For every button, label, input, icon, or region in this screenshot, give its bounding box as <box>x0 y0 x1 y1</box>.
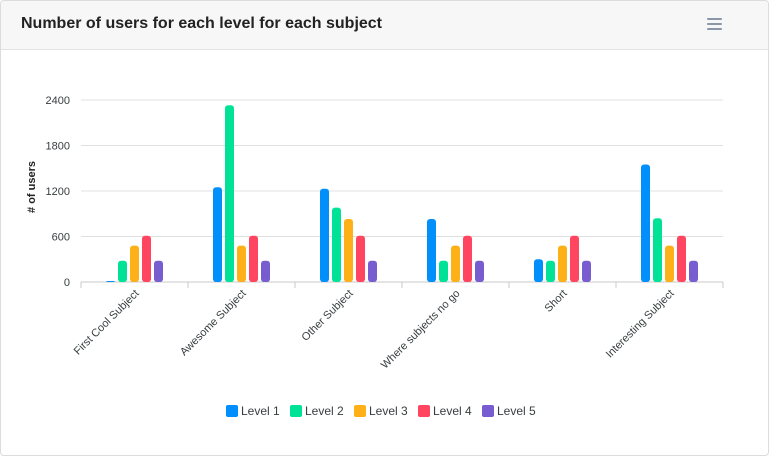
bar[interactable] <box>261 260 270 282</box>
x-tick-label: Other Subject <box>300 288 356 344</box>
legend-label[interactable]: Level 4 <box>433 404 472 418</box>
legend-label[interactable]: Level 5 <box>497 404 536 418</box>
bar[interactable] <box>142 235 151 282</box>
y-tick-label: 600 <box>52 232 70 244</box>
bar[interactable] <box>130 245 139 282</box>
legend-marker[interactable] <box>226 405 238 417</box>
bar[interactable] <box>677 235 686 282</box>
x-tick-label: Interesting Subject <box>604 288 677 361</box>
bar[interactable] <box>582 260 591 282</box>
bar[interactable] <box>546 260 555 282</box>
bar[interactable] <box>427 219 436 282</box>
bar[interactable] <box>451 245 460 282</box>
y-axis-title: # of users <box>26 161 38 213</box>
legend-label[interactable]: Level 1 <box>241 404 280 418</box>
card-header: Number of users for each level for each … <box>1 1 768 50</box>
bar[interactable] <box>558 245 567 282</box>
bar[interactable] <box>665 245 674 282</box>
bar[interactable] <box>213 187 222 282</box>
x-tick-label: Where subjects no go <box>379 288 463 372</box>
bar[interactable] <box>641 164 650 282</box>
bar[interactable] <box>534 259 543 282</box>
bar[interactable] <box>356 235 365 282</box>
bar[interactable] <box>439 260 448 282</box>
y-tick-label: 0 <box>64 277 70 289</box>
legend-label[interactable]: Level 3 <box>369 404 408 418</box>
x-tick-label: First Cool Subject <box>72 288 142 358</box>
y-tick-label: 1200 <box>46 186 70 198</box>
bar[interactable] <box>475 260 484 282</box>
bar[interactable] <box>332 207 341 282</box>
hamburger-menu-icon[interactable] <box>705 15 725 35</box>
legend-label[interactable]: Level 2 <box>305 404 344 418</box>
bar[interactable] <box>368 260 377 282</box>
legend-marker[interactable] <box>290 405 302 417</box>
bar[interactable] <box>570 235 579 282</box>
bar[interactable] <box>237 245 246 282</box>
bar[interactable] <box>249 235 258 282</box>
bar[interactable] <box>118 260 127 282</box>
bar[interactable] <box>689 260 698 282</box>
bar-chart: 0 600 1200 1800 2400 # of users First Cool Sub… <box>26 95 724 418</box>
card-title: Number of users for each level for each … <box>21 15 383 32</box>
x-tick-label: Awesome Subject <box>178 288 249 359</box>
y-tick-label: 2400 <box>46 95 70 107</box>
bar[interactable] <box>320 188 329 282</box>
bar[interactable] <box>154 260 163 282</box>
legend-marker[interactable] <box>354 405 366 417</box>
bar[interactable] <box>463 235 472 282</box>
bar[interactable] <box>653 218 662 282</box>
y-tick-label: 1800 <box>46 141 70 153</box>
bar[interactable] <box>106 281 115 282</box>
bar[interactable] <box>225 105 234 282</box>
x-tick-label: Short <box>543 288 570 315</box>
legend-marker[interactable] <box>418 405 430 417</box>
legend-marker[interactable] <box>482 405 494 417</box>
bar[interactable] <box>344 219 353 282</box>
